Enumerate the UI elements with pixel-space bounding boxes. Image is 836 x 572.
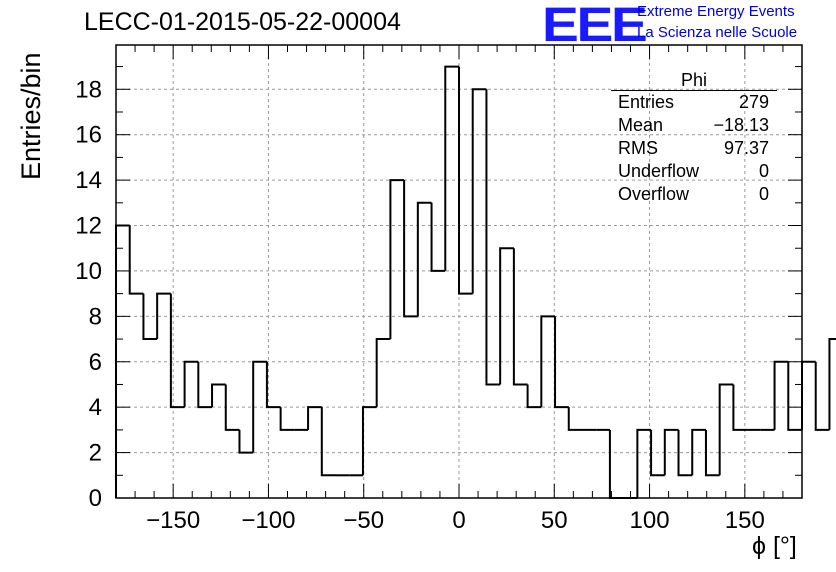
histogram-bin <box>512 248 528 386</box>
x-tick-label: 50 <box>541 507 568 534</box>
x-tick-label: 150 <box>725 507 765 534</box>
x-tick-label: 100 <box>630 507 670 534</box>
histogram-bin <box>430 202 446 272</box>
stats-value: 97.37 <box>723 138 769 158</box>
histogram-bin <box>169 293 185 409</box>
stats-value: 279 <box>738 92 769 112</box>
histogram-bin <box>526 384 542 409</box>
y-tick-label: 16 <box>75 122 102 149</box>
y-tick-label: 4 <box>89 394 102 421</box>
histogram-bin <box>403 180 418 318</box>
histogram-bin <box>554 316 569 409</box>
y-tick-label: 6 <box>89 349 102 376</box>
stats-row-entries: Entries 279 <box>611 91 777 114</box>
histogram-bin <box>499 247 514 385</box>
stats-label: Mean <box>618 115 664 135</box>
stats-value: 0 <box>758 161 769 181</box>
x-tick-label: −50 <box>343 507 384 534</box>
histogram-bin <box>718 383 734 476</box>
histogram-bin <box>458 66 473 295</box>
stats-value: 0 <box>758 184 769 204</box>
histogram-bin <box>444 65 459 271</box>
histogram-bin <box>814 361 830 431</box>
histogram-bin <box>320 407 336 477</box>
histogram-bin <box>732 384 748 431</box>
y-tick-label: 14 <box>75 167 102 194</box>
histogram-bin <box>416 201 432 317</box>
stats-label: Overflow <box>618 184 690 204</box>
stats-value: −18.13 <box>713 115 769 135</box>
eee-logo: EEE <box>542 0 648 52</box>
histogram-bin <box>252 360 267 453</box>
histogram-bin <box>375 338 391 408</box>
y-tick-label: 12 <box>75 213 102 240</box>
x-tick-label: −100 <box>241 507 295 534</box>
histogram-bin <box>389 179 405 340</box>
histogram-bin <box>224 384 240 431</box>
stats-title: Phi <box>611 70 777 91</box>
x-axis-label: ϕ [°] <box>752 532 797 560</box>
histogram-bin <box>211 383 226 408</box>
stats-row-rms: RMS 97.37 <box>611 137 777 160</box>
y-tick-label: 18 <box>75 76 102 103</box>
histogram-bin <box>485 89 501 386</box>
histogram-bin <box>677 429 693 477</box>
histogram-bin <box>197 361 213 409</box>
stats-row-mean: Mean −18.13 <box>611 114 777 137</box>
y-tick-label: 0 <box>89 485 102 512</box>
histogram-bin <box>636 428 652 498</box>
histogram-bin <box>307 406 322 430</box>
histogram-bin <box>265 361 281 409</box>
stats-box: Phi Entries 279 Mean −18.13 RMS 97.37 Un… <box>611 70 777 206</box>
logo-subtitle-line1: Extreme Energy Events <box>637 3 795 20</box>
histogram-bin <box>704 429 720 477</box>
histogram-bin <box>608 429 624 499</box>
histogram-bin <box>279 407 295 431</box>
histogram-bin <box>828 338 836 430</box>
y-tick-label: 8 <box>89 303 102 330</box>
stats-label: RMS <box>618 138 658 158</box>
histogram-bin <box>540 315 556 408</box>
logo-subtitle-line2: La Scienza nelle Scuole <box>637 24 798 41</box>
histogram-bin <box>142 293 158 341</box>
histogram-bin <box>773 360 789 430</box>
histogram-bin <box>471 88 487 294</box>
y-axis-label: Entries/bin <box>16 52 46 180</box>
histogram-bin <box>183 360 199 408</box>
histogram-bin <box>361 406 377 476</box>
histogram-bin <box>156 292 171 340</box>
y-tick-label: 2 <box>89 440 102 467</box>
stats-row-overflow: Overflow 0 <box>611 183 777 206</box>
histogram-bin <box>663 428 679 476</box>
histogram-bin <box>787 361 802 431</box>
histogram-bin <box>650 429 665 477</box>
histogram-bin <box>567 407 583 431</box>
stats-label: Entries <box>618 92 675 112</box>
histogram-bin <box>691 428 706 476</box>
chart-title: LECC-01-2015-05-22-00004 <box>84 8 401 36</box>
histogram-bin <box>128 225 144 295</box>
stats-row-underflow: Underflow 0 <box>611 160 777 183</box>
x-tick-label: −150 <box>146 507 200 534</box>
stats-label: Underflow <box>618 161 700 181</box>
y-tick-label: 10 <box>75 258 102 285</box>
histogram-bin <box>238 429 254 454</box>
histogram-bin <box>801 360 816 430</box>
x-tick-label: 0 <box>452 507 465 534</box>
